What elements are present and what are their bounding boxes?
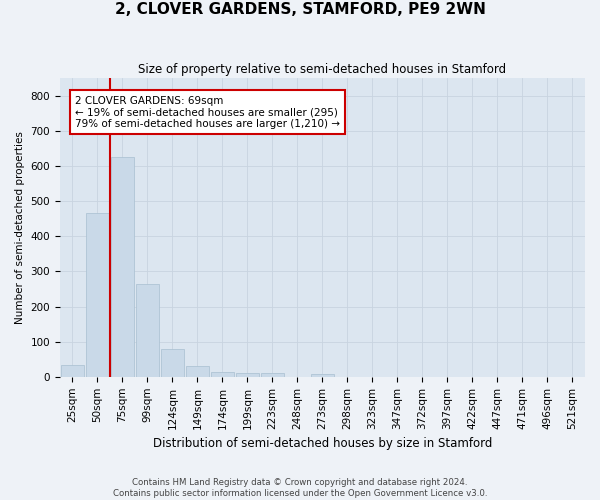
Bar	[186, 366, 209, 377]
X-axis label: Distribution of semi-detached houses by size in Stamford: Distribution of semi-detached houses by …	[153, 437, 492, 450]
Bar	[211, 372, 234, 377]
Y-axis label: Number of semi-detached properties: Number of semi-detached properties	[15, 131, 25, 324]
Bar	[136, 284, 159, 377]
Text: 2 CLOVER GARDENS: 69sqm
← 19% of semi-detached houses are smaller (295)
79% of s: 2 CLOVER GARDENS: 69sqm ← 19% of semi-de…	[75, 96, 340, 129]
Bar	[61, 364, 84, 377]
Bar	[236, 372, 259, 377]
Bar	[311, 374, 334, 377]
Bar	[161, 348, 184, 377]
Text: 2, CLOVER GARDENS, STAMFORD, PE9 2WN: 2, CLOVER GARDENS, STAMFORD, PE9 2WN	[115, 2, 485, 18]
Text: Contains HM Land Registry data © Crown copyright and database right 2024.
Contai: Contains HM Land Registry data © Crown c…	[113, 478, 487, 498]
Title: Size of property relative to semi-detached houses in Stamford: Size of property relative to semi-detach…	[139, 62, 506, 76]
Bar	[111, 157, 134, 377]
Bar	[86, 214, 109, 377]
Bar	[261, 374, 284, 377]
